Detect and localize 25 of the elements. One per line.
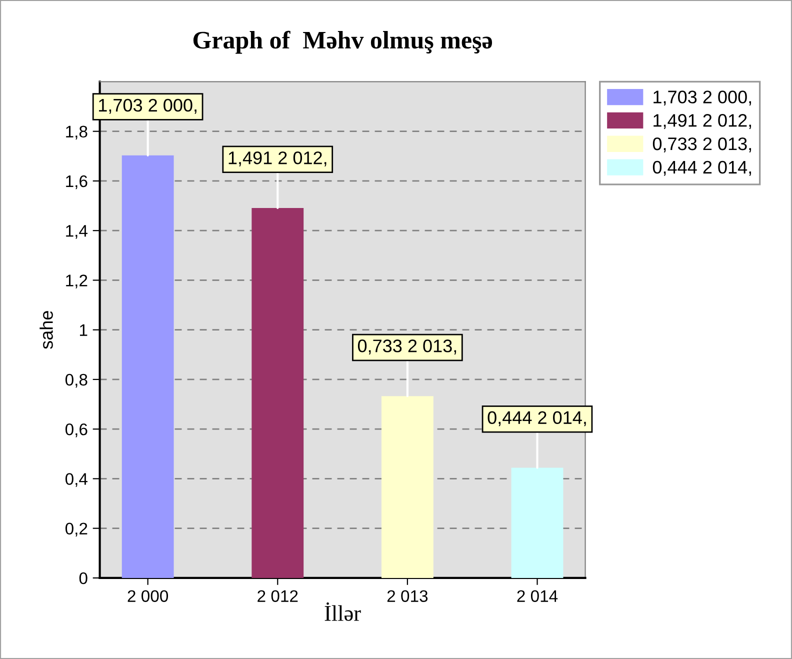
x-tick-label: 2 012 <box>258 590 298 602</box>
legend-label: 0,733 2 013, <box>652 137 751 152</box>
y-tick-label: 1,4 <box>66 225 88 239</box>
x-tick-label: 2 000 <box>128 590 168 602</box>
chart-title: Graph of Məhv olmuş meşə <box>193 30 492 54</box>
y-axis-title: sahe <box>40 311 53 349</box>
data-label: 0,733 2 013, <box>358 340 456 354</box>
x-tick-label: 2 014 <box>517 590 558 602</box>
legend-label: 1,491 2 012, <box>654 114 751 129</box>
y-tick-label: 0,6 <box>65 423 88 438</box>
y-tick-label: 1 <box>80 324 88 336</box>
y-tick-label: 1,6 <box>66 175 88 190</box>
y-tick-label: 1,8 <box>66 126 88 140</box>
y-tick-label: 0 <box>79 572 88 584</box>
y-tick-label: 0,8 <box>65 374 88 388</box>
data-label: 0,444 2 014, <box>488 411 586 426</box>
x-tick-label: 2 013 <box>387 590 428 602</box>
y-tick-label: 1,2 <box>66 274 88 288</box>
data-label: 1,703 2 000, <box>99 98 196 114</box>
y-tick-label: 0,2 <box>65 522 88 536</box>
data-label: 1,491 2 012, <box>228 151 326 166</box>
y-tick-label: 0,4 <box>65 473 88 487</box>
legend-label: 1,703 2 000, <box>654 90 751 106</box>
x-axis-title: İllər <box>324 602 361 621</box>
legend-label: 0,444 2 014, <box>652 160 751 176</box>
